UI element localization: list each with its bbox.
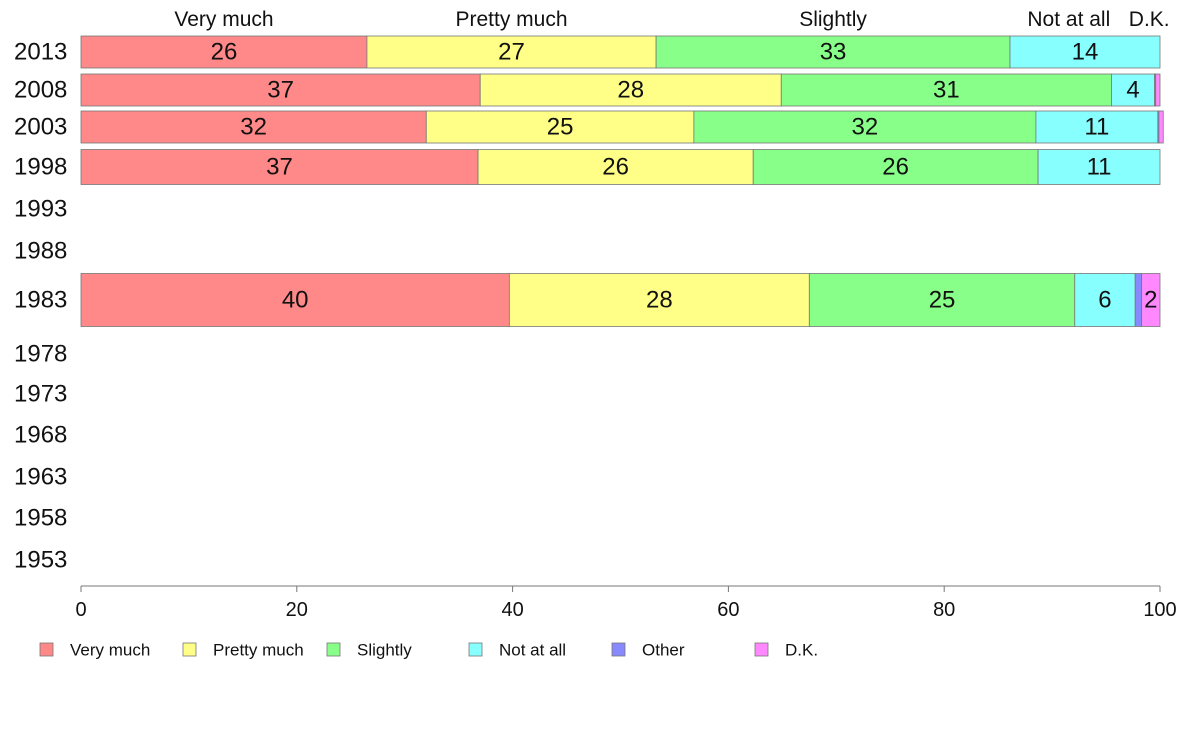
legend-label-3: Not at all (499, 641, 566, 660)
bar-2008-d-k (1155, 73, 1161, 107)
top-label-0: Very much (174, 8, 273, 31)
x-tick-label-80: 80 (933, 599, 955, 621)
data-label-2013-1: 27 (498, 39, 525, 66)
x-tick-label-100: 100 (1143, 599, 1176, 621)
legend-label-5: D.K. (785, 641, 818, 660)
x-tick-label-60: 60 (717, 599, 739, 621)
legend: Very much Pretty much Slightly Not at all Ot… (39, 641, 818, 660)
y-tick-label-1973: 1973 (14, 381, 67, 408)
bar-2008-not-at-all (1111, 73, 1156, 107)
data-label-1998-0: 37 (266, 154, 293, 181)
bar-1998-not-at-all (1037, 149, 1161, 185)
legend-swatch-0 (39, 642, 54, 657)
legend-swatch-5 (754, 642, 769, 657)
bar-2003-pretty-much (425, 110, 695, 144)
data-label-1983-2: 25 (929, 287, 956, 314)
bar-2013-slightly (655, 35, 1011, 69)
bar-1983-very-much (80, 273, 510, 327)
bar-2003-slightly (693, 110, 1037, 144)
y-tick-label-1993: 1993 (14, 196, 67, 223)
legend-label-4: Other (642, 641, 685, 660)
data-label-2003-0: 32 (240, 114, 267, 141)
data-label-1998-1: 26 (602, 154, 629, 181)
top-labels: Very much Pretty much Slightly Not at all D.… (174, 8, 1169, 31)
data-label-2003-2: 32 (852, 114, 879, 141)
bar-2013-not-at-all (1009, 35, 1161, 69)
y-tick-label-2008: 2008 (14, 77, 67, 104)
top-label-3: Not at all (1027, 8, 1110, 31)
bar-2008-very-much (80, 73, 481, 107)
legend-label-2: Slightly (357, 641, 412, 660)
y-tick-label-2013: 2013 (14, 39, 67, 66)
top-label-4: D.K. (1129, 8, 1170, 31)
x-tick-label-0: 0 (75, 599, 86, 621)
y-tick-label-1953: 1953 (14, 547, 67, 574)
data-label-1983-0: 40 (282, 287, 309, 314)
data-label-2003-3: 11 (1084, 114, 1109, 141)
bar-2013-pretty-much (366, 35, 657, 69)
legend-swatch-3 (468, 642, 483, 657)
y-tick-label-1983: 1983 (14, 287, 67, 314)
data-label-1983-5: 2 (1144, 287, 1157, 314)
x-tick-label-20: 20 (286, 599, 308, 621)
data-label-2013-3: 14 (1072, 39, 1099, 66)
legend-swatch-2 (326, 642, 341, 657)
bar-1983-d-k (1141, 273, 1161, 327)
bar-2003-d-k (1158, 110, 1164, 144)
bar-1998-very-much (80, 149, 479, 185)
top-label-2: Slightly (799, 8, 867, 31)
legend-label-1: Pretty much (213, 641, 304, 660)
data-label-2008-2: 31 (933, 77, 960, 104)
bar-2008-slightly (780, 73, 1112, 107)
legend-swatch-1 (182, 642, 197, 657)
legend-label-0: Very much (70, 641, 150, 660)
bars: 26 27 33 14 37 28 31 4 32 25 32 11 37 26 26 11 40 28 25 6 2 (80, 35, 1164, 327)
bar-1983-pretty-much (508, 273, 810, 327)
data-label-1983-3: 6 (1098, 287, 1111, 314)
bar-1998-pretty-much (477, 149, 754, 185)
data-label-1998-3: 11 (1087, 154, 1112, 181)
data-label-2008-0: 37 (267, 77, 294, 104)
x-axis: 0 20 40 60 80 100 (75, 585, 1177, 621)
y-tick-label-1978: 1978 (14, 341, 67, 368)
y-tick-label-1988: 1988 (14, 238, 67, 265)
data-label-2008-1: 28 (617, 77, 644, 104)
y-axis-labels: 2013 2008 2003 1998 1993 1988 1983 1978 1973 1968… (14, 39, 67, 574)
legend-swatch-4 (611, 642, 626, 657)
data-label-2008-3: 4 (1126, 77, 1139, 104)
data-label-1983-1: 28 (646, 287, 673, 314)
y-tick-label-1963: 1963 (14, 464, 67, 491)
bar-2003-very-much (80, 110, 427, 144)
x-tick-label-40: 40 (501, 599, 523, 621)
y-tick-label-2003: 2003 (14, 114, 67, 141)
y-tick-label-1958: 1958 (14, 505, 67, 532)
top-label-1: Pretty much (455, 8, 567, 31)
data-label-2013-2: 33 (820, 39, 847, 66)
bar-1998-slightly (752, 149, 1039, 185)
data-label-1998-2: 26 (882, 154, 909, 181)
y-tick-label-1998: 1998 (14, 154, 67, 181)
bar-1983-not-at-all (1074, 273, 1136, 327)
data-label-2003-1: 25 (547, 114, 574, 141)
bar-2013-very-much (80, 35, 368, 69)
y-tick-label-1968: 1968 (14, 422, 67, 449)
bar-2003-not-at-all (1035, 110, 1159, 144)
bar-1983-other (1134, 273, 1143, 327)
bar-2008-pretty-much (479, 73, 782, 107)
data-label-2013-0: 26 (211, 39, 238, 66)
bar-1983-slightly (808, 273, 1076, 327)
